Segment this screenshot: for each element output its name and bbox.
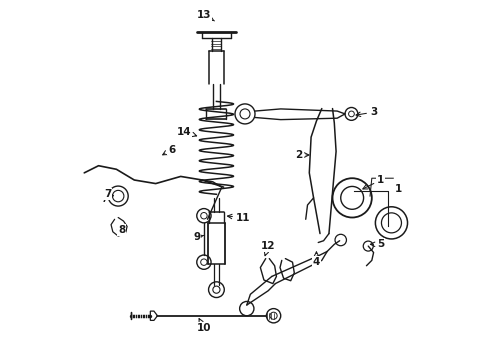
Text: 8: 8 — [118, 225, 125, 235]
Circle shape — [363, 241, 373, 251]
Circle shape — [197, 255, 211, 269]
Polygon shape — [150, 311, 157, 320]
Text: 2: 2 — [295, 150, 309, 160]
Circle shape — [240, 301, 254, 316]
Text: 1: 1 — [363, 175, 384, 189]
Circle shape — [375, 207, 408, 239]
Text: 11: 11 — [227, 212, 250, 222]
Circle shape — [235, 104, 255, 124]
Text: 13: 13 — [196, 10, 215, 21]
Text: 9: 9 — [193, 232, 204, 242]
Circle shape — [197, 208, 211, 223]
Text: 4: 4 — [313, 252, 320, 267]
Text: 3: 3 — [356, 107, 377, 117]
Text: 14: 14 — [177, 127, 196, 137]
Circle shape — [345, 108, 358, 120]
Text: 10: 10 — [196, 319, 211, 333]
Text: 6: 6 — [163, 145, 175, 155]
Circle shape — [335, 234, 346, 246]
Text: 5: 5 — [370, 239, 384, 249]
Text: 1: 1 — [395, 184, 402, 194]
Text: 7: 7 — [104, 189, 114, 199]
Circle shape — [209, 282, 224, 297]
Circle shape — [267, 309, 281, 323]
Text: 12: 12 — [261, 241, 275, 256]
Circle shape — [333, 178, 372, 217]
Circle shape — [108, 186, 128, 206]
